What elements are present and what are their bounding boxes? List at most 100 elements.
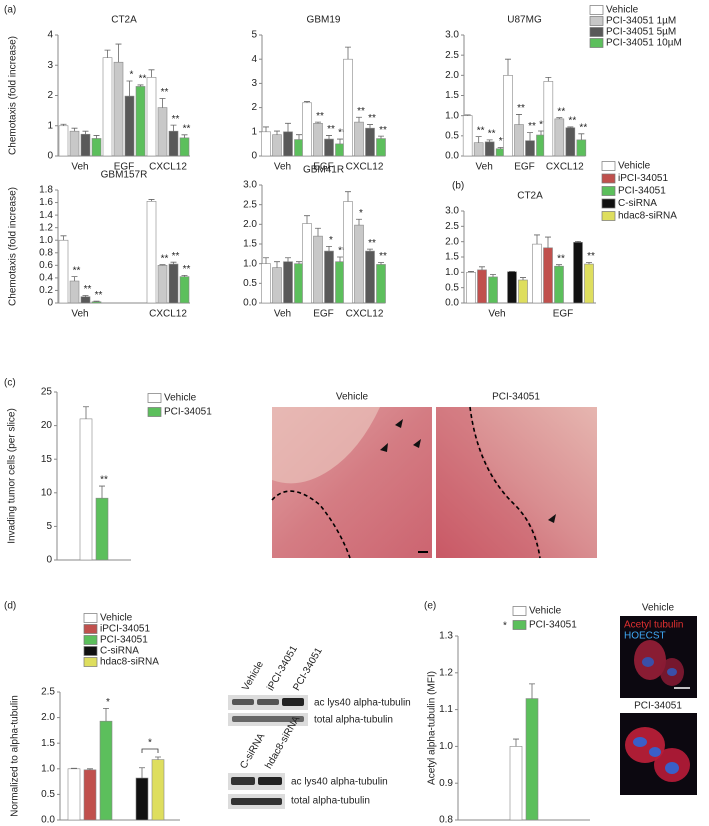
band — [231, 777, 255, 785]
error-bar — [159, 264, 166, 266]
significance-bracket — [141, 748, 159, 754]
y-tick-label: 3.0 — [243, 180, 257, 191]
fluorescence-images: Vehicle Acetyl tubulin HOECST PCI-34051 — [620, 603, 697, 795]
error-bar — [516, 114, 522, 125]
error-bar — [71, 276, 78, 282]
y-tick-label: 0.8 — [39, 247, 53, 258]
y-tick-label: 1.4 — [39, 210, 53, 221]
error-bar — [99, 485, 105, 499]
y-tick-label: 1.0 — [445, 267, 459, 278]
bar — [83, 769, 97, 821]
y-tick-label: 1.0 — [445, 110, 459, 121]
error-bar — [527, 132, 533, 141]
bar — [543, 247, 553, 304]
y-tick-label: 0.5 — [41, 789, 55, 800]
error-bar — [263, 257, 269, 264]
tissue-region — [436, 407, 540, 558]
error-bar — [285, 122, 291, 132]
legend-swatch — [147, 393, 162, 403]
axis-line — [56, 392, 131, 561]
error-bar — [60, 235, 67, 241]
chart-title: GBM41R — [303, 165, 344, 176]
y-tick-label: 0.5 — [243, 278, 257, 289]
error-bar — [103, 707, 109, 722]
band — [232, 699, 254, 705]
bar — [343, 58, 353, 157]
significance-label: ** — [557, 253, 565, 264]
bar — [102, 57, 113, 157]
error-bar — [139, 767, 145, 779]
bar — [335, 261, 345, 304]
bar — [261, 131, 271, 157]
significance-label: ** — [379, 251, 387, 262]
x-tick-label: CXCL12 — [149, 309, 187, 320]
bar — [565, 127, 576, 157]
legend-label: PCI-34051 — [100, 635, 148, 646]
y-tick-label: 0.5 — [445, 130, 459, 141]
x-tick-label: Veh — [71, 162, 88, 173]
bar — [324, 138, 334, 157]
error-bar — [181, 274, 188, 277]
error-bar — [345, 191, 351, 202]
y-tick-label: 3 — [47, 60, 53, 71]
bar — [261, 263, 271, 304]
x-tick-label: Veh — [488, 309, 505, 320]
bar — [503, 75, 513, 157]
significance-label: ** — [368, 238, 376, 249]
nucleus — [649, 747, 661, 757]
y-tick-label: 15 — [41, 454, 53, 465]
panel-label: (a) — [4, 5, 16, 16]
lane-label: Vehicle — [240, 659, 266, 693]
legend-swatch — [512, 620, 527, 630]
band-label: ac lys40 alpha-tubulin — [314, 698, 411, 709]
significance-label: ** — [568, 116, 576, 127]
y-tick-label: 2.5 — [445, 221, 459, 232]
significance-label: ** — [316, 111, 324, 122]
error-bar — [475, 136, 482, 143]
error-bar — [486, 139, 493, 142]
y-tick-label: 1 — [47, 120, 53, 131]
error-bar — [337, 256, 343, 262]
bar — [67, 768, 81, 821]
significance-label: ** — [172, 251, 180, 262]
legend-swatch — [589, 5, 604, 15]
bar — [91, 138, 102, 157]
significance-label: ** — [587, 251, 595, 262]
bar — [525, 140, 535, 157]
panel-label: (d) — [4, 601, 16, 612]
bar — [91, 301, 102, 304]
y-tick-label: 0.8 — [439, 815, 453, 826]
bar — [525, 698, 539, 821]
y-axis-label: Invading tumor cells (per slice) — [7, 408, 18, 544]
x-tick-label: Veh — [476, 162, 493, 173]
y-tick-label: 0.9 — [439, 778, 453, 789]
legend-swatch — [589, 27, 604, 37]
band — [232, 716, 304, 722]
y-tick-label: 1.1 — [439, 704, 453, 715]
bar — [376, 138, 386, 157]
bar — [168, 130, 179, 157]
bar — [135, 86, 146, 157]
y-tick-label: 0.4 — [39, 273, 53, 284]
x-tick-label: EGF — [553, 309, 574, 320]
y-tick-label: 0 — [47, 151, 53, 162]
y-tick-label: 0 — [47, 298, 53, 309]
y-tick-label: 3 — [251, 78, 257, 89]
bar — [124, 95, 135, 157]
band — [257, 699, 279, 705]
legend-swatch — [601, 186, 616, 196]
image-label: PCI-34051 — [634, 701, 682, 712]
y-tick-label: 0 — [251, 151, 257, 162]
significance-label: ** — [183, 123, 191, 134]
arrow — [380, 419, 421, 452]
error-bar — [155, 756, 161, 760]
significance-label: ** — [172, 114, 180, 125]
y-tick-label: 1 — [251, 126, 257, 137]
x-tick-label: EGF — [514, 162, 535, 173]
bar — [80, 296, 91, 304]
x-tick-label: Veh — [71, 309, 88, 320]
bar — [157, 107, 168, 157]
error-bar — [578, 133, 585, 140]
y-tick-label: 1.0 — [243, 258, 257, 269]
error-bar — [545, 76, 552, 82]
